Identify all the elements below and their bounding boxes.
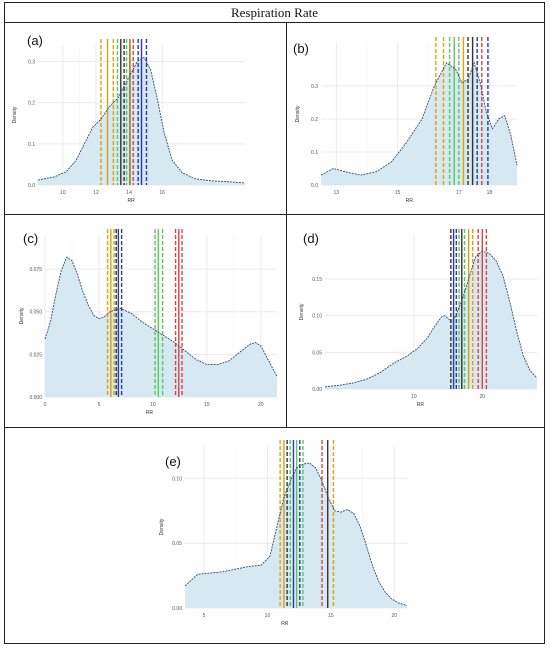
panel-label-e: (e) bbox=[165, 454, 181, 469]
density-curve-a bbox=[37, 56, 246, 184]
y-axis-label-b: Density bbox=[295, 105, 301, 122]
ytick-label-a: 0.1 bbox=[28, 142, 35, 148]
ytick-label-b: 0.2 bbox=[311, 117, 318, 123]
xtick-label-b: 13 bbox=[334, 190, 340, 196]
panel-label-a: (a) bbox=[27, 33, 43, 48]
xtick-label-b: 18 bbox=[487, 190, 493, 196]
panel-label-b: (b) bbox=[293, 41, 309, 56]
ytick-label-e: 0.05 bbox=[172, 541, 182, 547]
xtick-label-c: 20 bbox=[258, 402, 264, 408]
x-axis-label-b: RR bbox=[406, 198, 414, 204]
ytick-label-e: 0.00 bbox=[172, 606, 182, 612]
ytick-label-a: 0.0 bbox=[28, 183, 35, 189]
ytick-label-b: 0.0 bbox=[311, 183, 318, 189]
col-divider-2 bbox=[286, 215, 287, 427]
xtick-label-e: 5 bbox=[203, 613, 206, 619]
xtick-label-c: 15 bbox=[204, 402, 210, 408]
xtick-label-b: 15 bbox=[395, 190, 401, 196]
y-axis-label-e: Density bbox=[159, 518, 165, 535]
row-divider-2 bbox=[5, 427, 544, 428]
x-axis-label-c: RR bbox=[146, 410, 154, 416]
density-area-d bbox=[325, 251, 537, 389]
ytick-label-d: 0.10 bbox=[312, 314, 322, 320]
x-axis-label-d: RR bbox=[417, 402, 425, 408]
ytick-label-d: 0.15 bbox=[312, 277, 322, 283]
xtick-label-c: 5 bbox=[98, 402, 101, 408]
figure-frame: Respiration Rate 10 12 14 16 0.0 0.1 0.2 0.3 RR D… bbox=[4, 2, 545, 644]
ytick-label-a: 0.3 bbox=[28, 59, 35, 65]
xtick-label-e: 20 bbox=[392, 613, 398, 619]
figure-title: Respiration Rate bbox=[5, 3, 544, 23]
col-divider-1 bbox=[286, 23, 287, 214]
xtick-label-c: 0 bbox=[44, 402, 47, 408]
xtick-label-d: 10 bbox=[411, 394, 417, 400]
ytick-label-b: 0.3 bbox=[311, 84, 318, 90]
chart-panel-d: 10 20 0.00 0.05 0.10 0.15 RR Density (d) bbox=[299, 229, 538, 408]
ytick-label-c: 0.050 bbox=[29, 310, 42, 316]
xtick-label-a: 14 bbox=[126, 190, 132, 196]
density-curve-c bbox=[44, 256, 278, 377]
ytick-label-d: 0.00 bbox=[312, 387, 322, 393]
y-axis-label-d: Density bbox=[299, 303, 305, 320]
ytick-label-b: 0.1 bbox=[311, 150, 318, 156]
xtick-label-c: 10 bbox=[150, 402, 156, 408]
y-axis-label-c: Density bbox=[19, 307, 25, 324]
chart-panel-c: 0 5 10 15 20 0.000 0.025 0.050 0.075 RR Density (c) bbox=[19, 229, 278, 416]
xtick-label-a: 16 bbox=[159, 190, 165, 196]
panel-label-d: (d) bbox=[303, 231, 319, 246]
ytick-label-e: 0.10 bbox=[172, 476, 182, 482]
ytick-label-a: 0.2 bbox=[28, 101, 35, 107]
xtick-label-b: 17 bbox=[456, 190, 462, 196]
x-axis-label-e: RR bbox=[281, 621, 289, 627]
x-axis-label-a: RR bbox=[128, 198, 136, 204]
y-axis-label-a: Density bbox=[12, 106, 18, 123]
density-curve-d bbox=[324, 250, 538, 388]
density-curve-b bbox=[320, 61, 518, 176]
xtick-label-a: 12 bbox=[93, 190, 99, 196]
xtick-label-e: 15 bbox=[328, 613, 334, 619]
ytick-label-d: 0.05 bbox=[312, 350, 322, 356]
xtick-label-e: 10 bbox=[265, 613, 271, 619]
ytick-label-c: 0.075 bbox=[29, 267, 42, 273]
chart-panel-a: 10 12 14 16 0.0 0.1 0.2 0.3 RR Density (a) bbox=[12, 33, 246, 204]
xtick-label-a: 10 bbox=[60, 190, 66, 196]
ytick-label-c: 0.000 bbox=[29, 395, 42, 401]
density-curve-e bbox=[184, 462, 408, 606]
density-area-c bbox=[45, 257, 277, 397]
ytick-label-c: 0.025 bbox=[29, 352, 42, 358]
chart-panel-e: 5 10 15 20 0.00 0.05 0.10 RR Density (e) bbox=[159, 440, 408, 627]
xtick-label-d: 20 bbox=[480, 394, 486, 400]
row-divider-1 bbox=[5, 214, 544, 215]
panel-label-c: (c) bbox=[23, 231, 38, 246]
chart-panel-b: 13 15 17 18 0.0 0.1 0.2 0.3 RR Density (b) bbox=[293, 37, 518, 204]
